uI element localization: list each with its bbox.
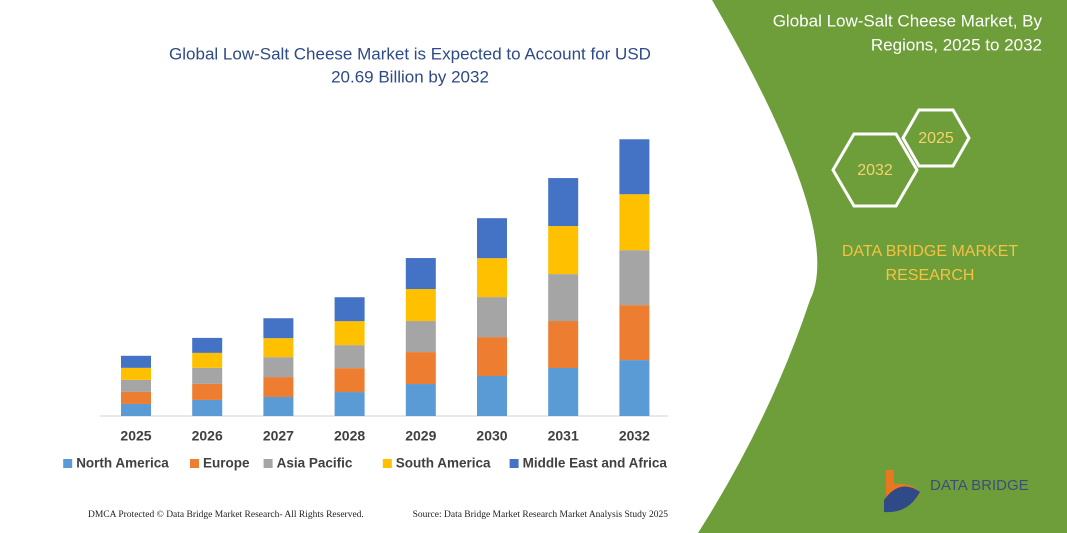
legend-swatch [263, 459, 273, 468]
bar-segment [619, 139, 650, 195]
bar-segment [263, 357, 294, 378]
legend-swatch [382, 459, 392, 468]
bar-segment [192, 383, 223, 400]
hexagon-label: 2025 [918, 130, 954, 147]
bar-segment [121, 367, 151, 380]
hexagon-label: 2032 [857, 162, 893, 179]
bar-segment [405, 384, 436, 416]
bar-segment [334, 345, 365, 369]
legend-label: South America [396, 456, 491, 471]
bar-segment [477, 297, 507, 338]
logo-mark [884, 486, 920, 513]
x-tick-label: 2025 [120, 428, 151, 444]
bar-segment [477, 337, 507, 377]
bar-segment [548, 367, 579, 416]
brand-text: DATA BRIDGE MARKET [842, 243, 1019, 260]
bar-segment [192, 367, 223, 384]
bar-segment [192, 337, 223, 353]
bar-segment [334, 392, 365, 416]
bar-segment [619, 360, 650, 416]
bar-segment [263, 338, 294, 358]
bar-segment [121, 403, 151, 416]
bar-segment [334, 321, 365, 346]
footer-right: Source: Data Bridge Market Research Mark… [413, 510, 669, 520]
bar-segment [334, 368, 365, 393]
legend-label: Middle East and Africa [523, 456, 668, 471]
bar-segment [548, 226, 579, 275]
bar-segment [477, 376, 507, 416]
bar-segment [405, 321, 436, 353]
bar-segment [263, 377, 294, 398]
legend-label: Europe [203, 456, 250, 471]
x-tick-label: 2030 [476, 428, 507, 444]
bar-segment [405, 289, 436, 322]
bar-segment [619, 194, 650, 251]
bar-segment [405, 258, 436, 290]
legend-label: Asia Pacific [277, 456, 353, 471]
bar-segment [548, 178, 579, 227]
bar-segment [548, 321, 579, 368]
x-tick-label: 2031 [548, 428, 579, 444]
x-tick-label: 2032 [619, 428, 650, 444]
bar-segment [121, 391, 151, 404]
hexagon [831, 132, 919, 208]
bar-segment [477, 218, 507, 259]
bar-segment [263, 318, 294, 339]
bar-segment [334, 297, 365, 322]
bar-segment [192, 399, 223, 416]
x-tick-label: 2029 [405, 428, 436, 444]
bar-segment [548, 274, 579, 322]
green-panel [698, 0, 1067, 533]
bar-segment [619, 250, 650, 306]
legend-label: North America [76, 456, 169, 471]
footer-left: DMCA Protected © Data Bridge Market Rese… [88, 509, 364, 520]
bar-segment [477, 258, 507, 298]
x-tick-label: 2026 [192, 428, 223, 444]
bar-segment [192, 352, 223, 368]
legend-swatch [190, 459, 199, 468]
bar-segment [121, 379, 151, 392]
chart-title: Global Low-Salt Cheese Market is Expecte… [169, 44, 651, 63]
x-tick-label: 2028 [334, 428, 365, 444]
logo-text: DATA BRIDGE [930, 477, 1029, 494]
bar-segment [405, 352, 436, 385]
x-tick-label: 2027 [263, 428, 294, 444]
panel-title: Global Low-Salt Cheese Market, By [773, 11, 1043, 30]
brand-text: RESEARCH [886, 267, 975, 284]
chart-title: 20.69 Billion by 2032 [331, 67, 489, 86]
bar-segment [619, 305, 650, 361]
legend-swatch [63, 459, 73, 468]
hexagon [901, 108, 971, 168]
panel-title: Regions, 2025 to 2032 [871, 35, 1042, 54]
bar-segment [121, 355, 151, 368]
bar-segment [263, 397, 294, 416]
legend-swatch [509, 459, 519, 468]
